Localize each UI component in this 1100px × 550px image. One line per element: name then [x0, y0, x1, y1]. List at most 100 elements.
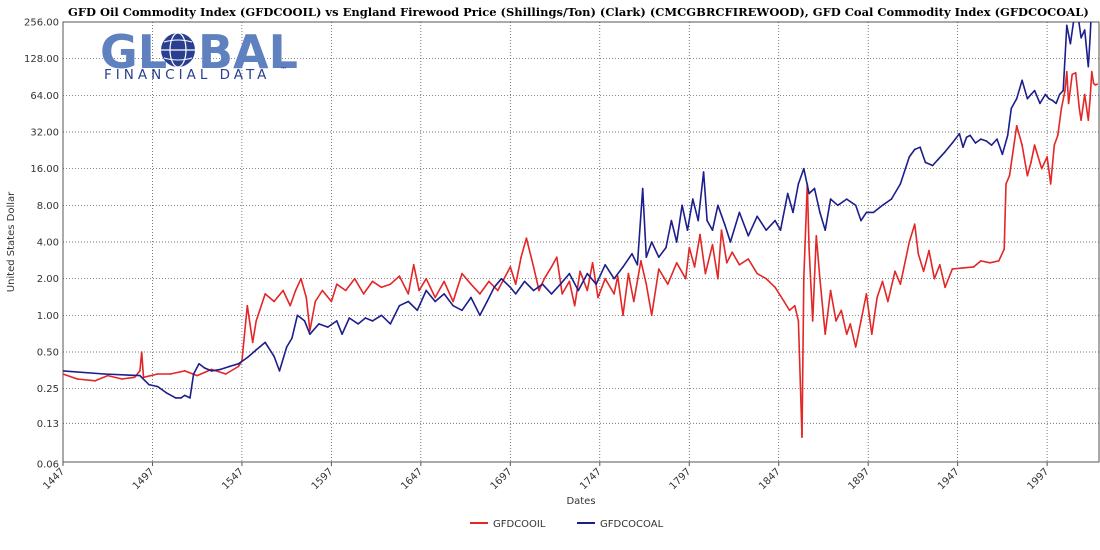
line-segment [913, 146, 921, 151]
x-tick-label: 1997 [1025, 466, 1051, 492]
line-segment [237, 356, 249, 365]
line-segment [854, 320, 862, 348]
line-segment [470, 296, 481, 317]
line-segment [640, 260, 648, 286]
y-tick-label: 256.00 [24, 18, 59, 29]
line-segment [840, 309, 848, 336]
line-segment [1008, 125, 1018, 177]
line-segment [1021, 144, 1029, 177]
line-segment [183, 370, 198, 377]
series-gfdcooil [63, 70, 1098, 438]
line-segment [335, 283, 347, 292]
line-segment [228, 362, 240, 368]
line-segment [1044, 93, 1050, 100]
line-segment [496, 266, 512, 292]
line-segment [711, 204, 719, 231]
line-segment [76, 378, 96, 382]
line-segment [273, 289, 284, 303]
line-segment [765, 219, 776, 231]
line-segment [1091, 70, 1095, 85]
chart-title: GFD Oil Commodity Index (GFDCOOIL) vs En… [68, 5, 1089, 19]
line-segment [1021, 79, 1029, 100]
line-segment [169, 370, 186, 375]
line-segment [407, 300, 419, 312]
line-segment [738, 258, 750, 266]
y-tick-label: 64.00 [30, 91, 59, 102]
line-segment [731, 251, 741, 266]
line-segment [443, 293, 454, 307]
line-segment [793, 304, 800, 322]
line-segment [788, 304, 796, 312]
x-tick-label: 1547 [220, 466, 246, 492]
line-segment [255, 341, 267, 351]
line-segment [829, 289, 837, 322]
logo-subtitle: FINANCIAL DATA [104, 67, 270, 83]
legend-label: GFDCOCOAL [600, 519, 664, 530]
line-segment [845, 323, 852, 336]
line-segment [1015, 125, 1023, 146]
y-tick-label: 128.00 [24, 54, 59, 65]
x-tick-label: 1797 [668, 466, 694, 492]
line-segment [622, 272, 630, 317]
line-segment [824, 289, 832, 336]
line-segment [1026, 161, 1032, 177]
line-segment [264, 341, 275, 358]
line-segment [887, 270, 896, 303]
line-segment [586, 272, 598, 286]
line-segment [1033, 89, 1041, 105]
line-segment [613, 266, 624, 280]
line-segment [808, 248, 814, 322]
line-segment [595, 263, 607, 286]
line-segment [389, 304, 401, 325]
y-tick-label: 4.00 [37, 238, 59, 249]
line-segment [1074, 12, 1078, 19]
line-segment [139, 374, 150, 386]
line-segment [824, 198, 832, 231]
line-segment [1094, 83, 1098, 86]
line-segment [872, 204, 884, 214]
line-segment [192, 362, 200, 375]
line-segment [1039, 93, 1047, 105]
x-tick-label: 1597 [310, 466, 336, 492]
line-segment [493, 277, 503, 289]
line-segment [418, 277, 428, 292]
line-segment [1006, 107, 1013, 137]
line-segment [210, 368, 222, 372]
line-segment [645, 241, 653, 259]
line-segment [917, 253, 925, 273]
line-segment [996, 138, 1004, 156]
line-segment [962, 266, 975, 269]
line-segment [597, 277, 607, 299]
line-segment [461, 272, 472, 286]
y-tick-label: 8.00 [37, 201, 59, 212]
line-segment [568, 280, 576, 307]
line-segment [357, 317, 367, 325]
line-segment [985, 140, 993, 146]
line-segment [870, 296, 878, 336]
line-segment [94, 374, 109, 382]
line-segment [657, 268, 669, 286]
line-segment [407, 263, 415, 295]
line-segment [691, 198, 700, 222]
line-segment [541, 283, 553, 295]
line-segment [913, 223, 920, 255]
line-segment [806, 183, 810, 250]
line-segment [488, 280, 499, 292]
line-segment [1049, 144, 1056, 185]
line-segment [353, 277, 365, 295]
line-segment [251, 320, 258, 344]
line-segment [681, 204, 689, 231]
line-segment [318, 323, 329, 328]
line-segment [1033, 144, 1043, 170]
line-segment [1062, 24, 1068, 92]
line-segment [813, 187, 821, 214]
line-segment [314, 289, 324, 303]
line-segment [702, 171, 708, 222]
line-segment [559, 272, 571, 286]
line-segment [525, 237, 535, 268]
line-segment [183, 394, 191, 399]
line-segment [997, 248, 1006, 262]
line-segment [523, 280, 535, 292]
line-segment [326, 320, 338, 328]
line-segment [189, 373, 195, 399]
